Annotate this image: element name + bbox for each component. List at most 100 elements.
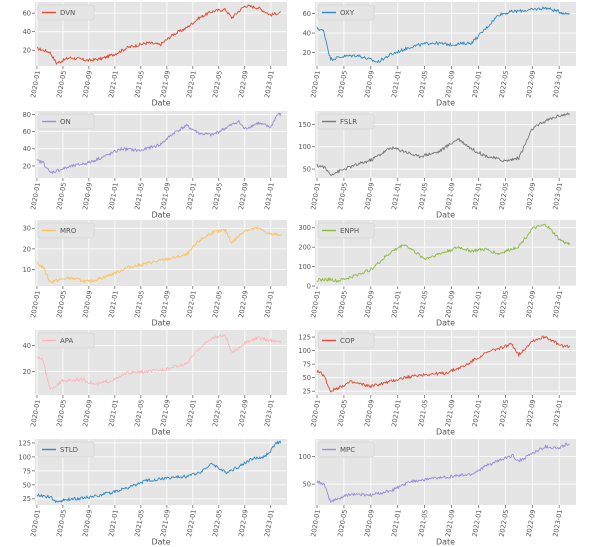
x-tick-label: 2021-09 [159, 70, 172, 99]
chart-panel: 2020-01 2020-05 2020-09 2021-01 2021-05 2021-… [298, 439, 576, 547]
y-tick-label: 50 [303, 165, 311, 173]
chart-panel: 2020-01 2020-05 2020-09 2021-01 2021-05 2021-… [298, 111, 576, 220]
x-axis-label: Date [151, 99, 170, 108]
x-tick-label: 2022-09 [525, 70, 538, 99]
y-tick-label: 20 [23, 368, 31, 376]
chart-panel: 2020-01 2020-05 2020-09 2021-01 2021-05 2021-… [298, 220, 576, 328]
x-tick-label: 2022-09 [237, 290, 250, 319]
chart-panel: 2020-01 2020-05 2020-09 2021-01 2021-05 2021-… [23, 2, 287, 108]
x-tick-label: 2023-01 [263, 70, 276, 99]
y-tick-label: 300 [298, 224, 311, 232]
chart-panel: 2020-01 2020-05 2020-09 2021-01 2021-05 2021-… [18, 439, 287, 547]
x-tick-label: 2022-01 [471, 509, 484, 538]
y-tick-label: 10 [23, 266, 31, 274]
x-axis-label: Date [151, 319, 170, 328]
chart-panel: 2020-01 2020-05 2020-09 2021-01 2021-05 2021-… [23, 330, 287, 437]
x-tick-label: 2023-01 [263, 182, 276, 211]
y-tick-label: 20 [23, 162, 31, 170]
series-line [36, 226, 282, 284]
x-tick-label: 2020-05 [55, 509, 68, 538]
y-tick-label: 25 [23, 495, 31, 503]
x-tick-label: 2020-05 [55, 182, 68, 211]
x-tick-label: 2021-01 [390, 290, 403, 319]
y-tick-label: 30 [23, 225, 31, 233]
y-tick-label: 75 [303, 361, 311, 369]
x-tick-label: 2022-01 [185, 399, 198, 428]
x-tick-label: 2020-09 [363, 509, 376, 538]
x-tick-label: 2023-01 [551, 70, 564, 99]
legend-label: APA [60, 337, 74, 345]
x-axis-label: Date [436, 538, 455, 547]
y-tick-label: 100 [18, 453, 31, 461]
x-tick-label: 2022-09 [525, 509, 538, 538]
legend: DVN [37, 4, 95, 21]
x-tick-label: 2021-09 [159, 509, 172, 538]
legend-frame [317, 4, 375, 21]
x-tick-label: 2020-01 [29, 182, 42, 211]
series-line [36, 440, 282, 504]
x-tick-label: 2023-01 [263, 509, 276, 538]
x-tick-label: 2021-01 [107, 509, 120, 538]
legend-label: ON [60, 118, 71, 126]
x-tick-label: 2021-05 [133, 182, 146, 211]
x-tick-label: 2020-09 [81, 70, 94, 99]
x-tick-label: 2021-01 [107, 399, 120, 428]
y-tick-label: 40 [23, 28, 31, 36]
y-tick-label: 0 [307, 282, 311, 290]
legend-label: COP [340, 337, 355, 345]
x-tick-label: 2020-01 [29, 290, 42, 319]
y-tick-label: 100 [298, 347, 311, 355]
y-tick-label: 50 [303, 374, 311, 382]
x-axis-label: Date [151, 211, 170, 220]
x-tick-label: 2021-05 [417, 182, 430, 211]
series-line [36, 333, 282, 390]
x-tick-label: 2022-05 [211, 182, 224, 211]
x-tick-label: 2021-05 [133, 509, 146, 538]
legend: ON [37, 113, 95, 130]
x-tick-label: 2021-09 [444, 70, 457, 99]
x-tick-label: 2022-05 [498, 182, 511, 211]
x-tick-label: 2020-01 [29, 399, 42, 428]
x-tick-label: 2021-09 [444, 290, 457, 319]
series-line [316, 223, 571, 283]
x-tick-label: 2022-09 [525, 399, 538, 428]
x-tick-label: 2022-01 [185, 182, 198, 211]
x-tick-label: 2021-09 [444, 399, 457, 428]
y-tick-label: 40 [23, 145, 31, 153]
y-tick-label: 100 [298, 453, 311, 461]
chart-panel: 2020-01 2020-05 2020-09 2021-01 2021-05 2021-… [303, 2, 576, 108]
x-tick-label: 2021-05 [417, 290, 430, 319]
legend-label: MPC [340, 446, 355, 454]
x-axis-label: Date [151, 538, 170, 547]
x-tick-label: 2022-01 [471, 70, 484, 99]
x-tick-label: 2020-05 [336, 70, 349, 99]
x-tick-label: 2020-05 [336, 182, 349, 211]
x-tick-label: 2022-01 [185, 70, 198, 99]
x-tick-label: 2021-01 [390, 399, 403, 428]
x-tick-label: 2022-01 [471, 290, 484, 319]
x-axis-label: Date [436, 211, 455, 220]
legend: STLD [37, 441, 95, 458]
legend-frame [37, 113, 95, 130]
legend-frame [37, 4, 95, 21]
x-tick-label: 2023-01 [551, 290, 564, 319]
x-tick-label: 2022-09 [525, 182, 538, 211]
x-tick-label: 2021-05 [417, 509, 430, 538]
legend-frame [37, 332, 95, 349]
x-tick-label: 2020-09 [81, 182, 94, 211]
y-tick-label: 125 [298, 333, 311, 341]
x-tick-label: 2020-05 [55, 290, 68, 319]
legend: ENPH [317, 222, 375, 239]
x-tick-label: 2022-01 [471, 182, 484, 211]
y-tick-label: 20 [23, 47, 31, 55]
chart-panel: 2020-01 2020-05 2020-09 2021-01 2021-05 2021-… [23, 111, 287, 220]
x-tick-label: 2020-05 [55, 399, 68, 428]
y-tick-label: 60 [303, 10, 311, 18]
x-tick-label: 2020-09 [363, 399, 376, 428]
x-tick-label: 2022-09 [237, 399, 250, 428]
x-tick-label: 2020-05 [55, 70, 68, 99]
x-tick-label: 2022-09 [237, 509, 250, 538]
y-tick-label: 50 [23, 481, 31, 489]
legend: APA [37, 332, 95, 349]
